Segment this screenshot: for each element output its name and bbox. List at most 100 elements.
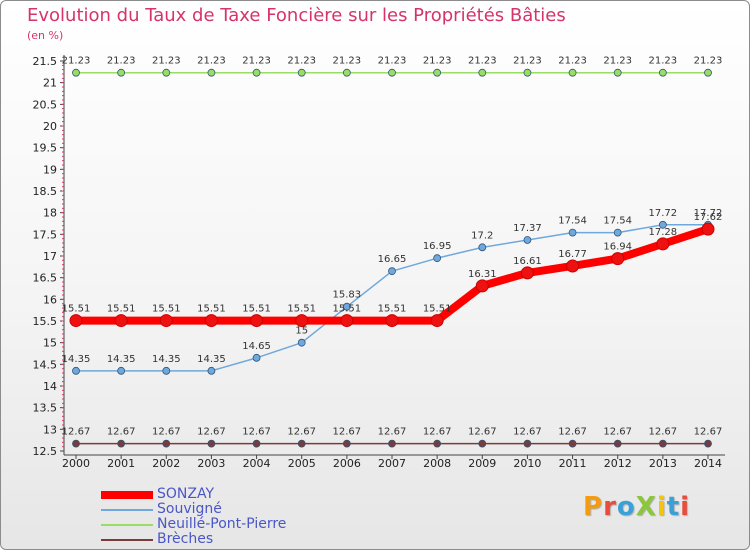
data-point <box>385 314 399 328</box>
data-point <box>388 68 396 77</box>
x-tick-label: 2010 <box>513 457 541 470</box>
chart-title: Evolution du Taux de Taxe Foncière sur l… <box>27 5 566 26</box>
data-point <box>342 302 351 311</box>
legend-item-souvigne[interactable]: Souvigné <box>101 501 341 517</box>
data-label: 14.65 <box>242 341 271 352</box>
logo-letter: o <box>616 492 636 522</box>
data-label: 15.51 <box>197 304 226 315</box>
y-tick-label: 21.5 <box>33 55 58 68</box>
y-tick-label: 15.5 <box>33 315 58 328</box>
data-point <box>478 68 487 77</box>
proxiti-logo: ProXiti <box>583 492 690 522</box>
legend-item-sonzay[interactable]: SONZAY <box>101 486 341 502</box>
legend-swatch-souvigne <box>101 509 153 511</box>
x-tick-label: 2001 <box>107 457 135 470</box>
y-tick-label: 14 <box>43 380 57 393</box>
data-label: 16.61 <box>513 256 542 267</box>
data-point <box>433 254 442 263</box>
data-label: 21.23 <box>197 56 226 67</box>
data-label: 21.23 <box>513 56 542 67</box>
data-label: 12.67 <box>107 427 136 438</box>
x-tick-label: 2013 <box>649 457 677 470</box>
y-tick-label: 21 <box>43 77 57 90</box>
data-point <box>704 439 712 448</box>
data-point <box>523 439 532 448</box>
data-label: 21.23 <box>333 56 362 67</box>
data-label: 12.67 <box>603 427 632 438</box>
legend-label-neuille: Neuillé-Pont-Pierre <box>157 516 287 532</box>
series-layer: 21.23 21.23 21.23 21.23 21.23 21.23 21.23 21.23… <box>62 56 723 448</box>
data-label: 14.35 <box>197 354 226 365</box>
data-label: 12.67 <box>694 427 723 438</box>
x-tick-label: 2000 <box>62 457 90 470</box>
data-label: 17.2 <box>471 230 493 241</box>
data-point <box>523 236 532 244</box>
data-point <box>69 314 83 328</box>
data-point <box>478 439 487 448</box>
data-label: 21.23 <box>242 56 271 67</box>
data-label: 21.23 <box>152 56 181 67</box>
legend-swatch-neuille <box>101 524 153 526</box>
data-label: 12.67 <box>468 427 497 438</box>
data-point <box>295 314 309 328</box>
logo-letter: i <box>656 492 667 522</box>
y-tick-label: 12.5 <box>33 445 58 458</box>
y-tick-label: 17 <box>43 250 57 263</box>
data-label: 21.23 <box>603 56 632 67</box>
data-label: 16.65 <box>378 254 407 265</box>
data-label: 16.95 <box>423 241 452 252</box>
data-label: 14.35 <box>152 354 181 365</box>
data-label: 17.37 <box>513 223 542 234</box>
legend-swatch-sonzay <box>101 491 153 499</box>
data-point <box>162 366 171 375</box>
data-point <box>204 314 218 328</box>
data-point <box>297 68 306 77</box>
x-tick-label: 2007 <box>378 457 406 470</box>
x-tick-label: 2003 <box>197 457 225 470</box>
legend-item-neuille[interactable]: Neuillé-Pont-Pierre <box>101 516 341 532</box>
data-label: 21.23 <box>558 56 587 67</box>
data-point <box>656 237 670 251</box>
legend-item-breches[interactable]: Brèches <box>101 531 341 547</box>
data-point <box>207 439 216 448</box>
data-point <box>252 353 261 362</box>
data-point <box>252 439 261 448</box>
data-point <box>117 366 126 375</box>
data-label: 21.23 <box>649 56 678 67</box>
data-label: 15.51 <box>287 304 316 315</box>
data-label: 17.62 <box>694 212 723 223</box>
data-point <box>117 439 126 448</box>
data-point <box>611 252 625 266</box>
data-label: 21.23 <box>468 56 497 67</box>
data-label: 17.54 <box>558 216 587 227</box>
legend: SONZAY Souvigné Neuillé-Pont-Pierre Brèc… <box>101 486 341 547</box>
data-point <box>207 366 216 375</box>
data-label: 15.51 <box>423 304 452 315</box>
data-label: 14.35 <box>107 354 136 365</box>
data-label: 12.67 <box>242 427 271 438</box>
y-tick-label: 15 <box>43 337 57 350</box>
data-point <box>72 366 80 375</box>
x-tick-label: 2014 <box>694 457 722 470</box>
data-label: 12.67 <box>649 427 678 438</box>
y-tick-label: 14.5 <box>33 358 58 371</box>
data-label: 21.23 <box>287 56 316 67</box>
data-label: 15.51 <box>152 304 181 315</box>
data-point <box>162 68 171 77</box>
data-point <box>297 439 306 448</box>
data-point <box>388 439 396 448</box>
legend-label-sonzay: SONZAY <box>157 486 215 502</box>
data-label: 15.51 <box>242 304 271 315</box>
data-point <box>704 68 712 77</box>
data-label: 12.67 <box>333 427 362 438</box>
logo-letter: X <box>635 492 657 522</box>
data-label: 21.23 <box>62 56 91 67</box>
data-label: 21.23 <box>107 56 136 67</box>
data-point <box>162 439 171 448</box>
data-point <box>613 228 622 237</box>
data-point <box>207 68 216 77</box>
logo-letter: P <box>583 492 604 522</box>
data-label: 16.77 <box>558 249 587 260</box>
